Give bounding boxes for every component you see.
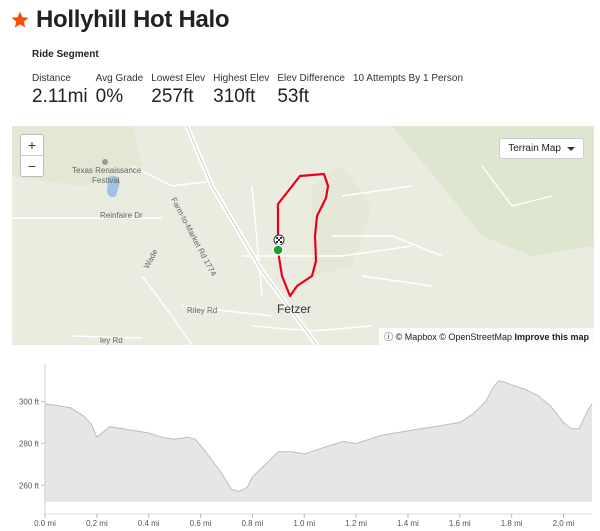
y-tick-label: 280 ft <box>19 439 40 448</box>
y-tick-label: 260 ft <box>19 481 40 490</box>
stat-distance: Distance 2.11mi <box>32 73 88 108</box>
map-label-festival: Texas Renaissance <box>72 166 142 175</box>
info-icon[interactable]: ⓘ <box>384 332 394 342</box>
zoom-controls: + − <box>20 134 44 177</box>
x-tick-label: 1.4 mi <box>397 519 419 528</box>
x-tick-label: 0.4 mi <box>138 519 160 528</box>
map-style-dropdown[interactable]: Terrain Map <box>499 138 584 159</box>
x-tick-label: 1.0 mi <box>293 519 315 528</box>
map-label-reinfaire: Reinfaire Dr <box>100 211 143 220</box>
mapbox-link[interactable]: © Mapbox <box>395 332 437 342</box>
segment-map[interactable]: Texas Renaissance Festival Reinfaire Dr … <box>12 126 594 345</box>
map-style-label: Terrain Map <box>508 143 561 154</box>
stat-value: 257ft <box>151 86 194 107</box>
zoom-in-button[interactable]: + <box>27 137 37 153</box>
map-label-riley: Riley Rd <box>187 306 218 315</box>
stat-highest-elev: Highest Elev 310ft <box>213 73 269 108</box>
y-tick-label: 300 ft <box>19 398 40 407</box>
elevation-line <box>44 380 593 493</box>
start-marker <box>272 244 284 256</box>
elevation-area <box>45 380 592 502</box>
segment-header: Hollyhill Hot Halo <box>10 6 230 34</box>
osm-link[interactable]: © OpenStreetMap <box>439 332 512 342</box>
stat-lowest-elev: Lowest Elev 257ft <box>151 73 205 108</box>
map-label-fetzer: Fetzer <box>277 302 312 316</box>
stat-label: Elev Difference <box>277 73 345 84</box>
star-icon[interactable] <box>10 10 30 30</box>
stat-value: 310ft <box>213 86 256 107</box>
x-tick-label: 0.0 mi <box>34 519 56 528</box>
x-tick-label: 1.2 mi <box>345 519 367 528</box>
stat-label: Highest Elev <box>213 73 270 84</box>
stat-elev-difference: Elev Difference 53ft <box>277 73 345 108</box>
stat-label: Distance <box>32 73 71 84</box>
route-line <box>276 172 330 298</box>
stat-avg-grade: Avg Grade 0% <box>96 73 144 108</box>
caret-down-icon <box>567 146 575 151</box>
finish-flag-icon <box>273 234 285 246</box>
x-tick-label: 2.0 mi <box>553 519 575 528</box>
map-label-festival-2: Festival <box>92 176 120 185</box>
segment-type: Ride Segment <box>32 49 99 60</box>
x-tick-label: 1.6 mi <box>449 519 471 528</box>
improve-map-link[interactable]: Improve this map <box>514 332 589 342</box>
stat-value: 2.11mi <box>32 86 88 107</box>
segment-title: Hollyhill Hot Halo <box>36 6 230 33</box>
map-attribution: ⓘ © Mapbox © OpenStreetMap Improve this … <box>379 328 594 345</box>
stat-label: Lowest Elev <box>151 73 206 84</box>
x-tick-label: 0.2 mi <box>86 519 108 528</box>
stat-label: Avg Grade <box>95 73 144 84</box>
attempts-label: 10 Attempts By 1 Person <box>352 73 464 84</box>
elevation-profile-chart: 300 ft 280 ft 260 ft 0.0 mi 0.2 mi 0.4 mi 0.6 … <box>19 364 593 528</box>
stat-attempts: 10 Attempts By 1 Person <box>353 73 463 108</box>
x-tick-label: 1.8 mi <box>501 519 523 528</box>
map-canvas[interactable] <box>12 126 594 345</box>
stat-value: 53ft <box>277 86 310 107</box>
x-tick-label: 0.8 mi <box>241 519 263 528</box>
stat-value: 0% <box>95 86 124 107</box>
x-tick-label: 0.6 mi <box>190 519 212 528</box>
map-label-ley: ley Rd <box>100 336 123 345</box>
zoom-out-button[interactable]: − <box>21 155 43 176</box>
stats-row: Distance 2.11mi Avg Grade 0% Lowest Elev… <box>32 73 471 108</box>
